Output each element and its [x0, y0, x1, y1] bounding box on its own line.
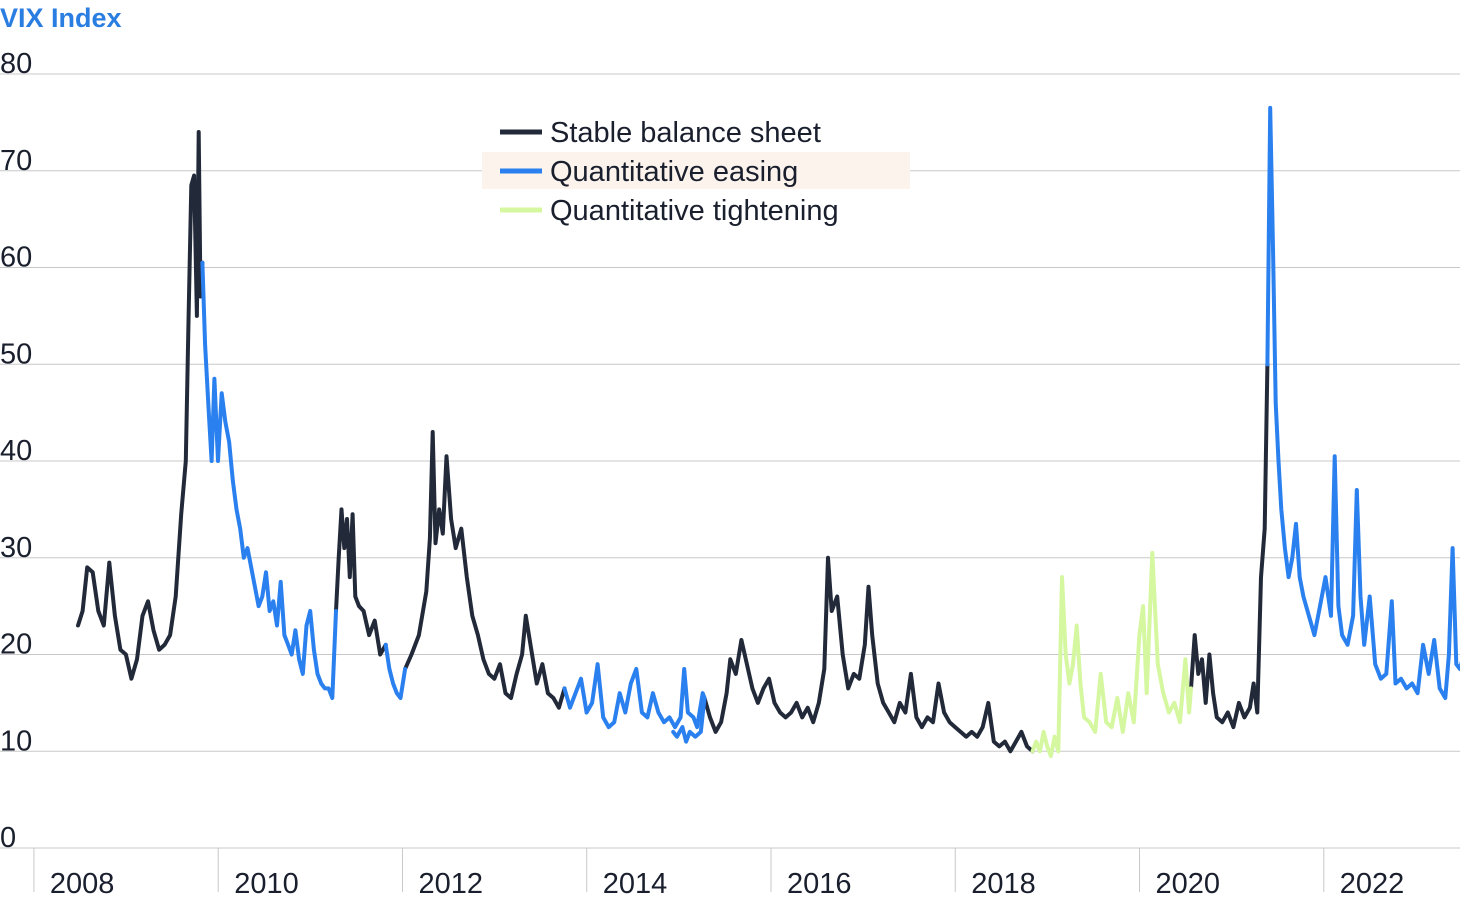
series-line-stable: [702, 555, 1035, 754]
y-tick-label: 20: [0, 629, 32, 661]
legend-highlight: [482, 152, 910, 189]
x-tick-label: 2012: [418, 868, 483, 900]
x-tick-label: 2022: [1340, 868, 1405, 900]
series-line-qe: [383, 642, 408, 700]
y-tick-label: 50: [0, 338, 32, 370]
series-line-qe: [1265, 105, 1460, 700]
legend: Stable balance sheet Quantitative easing Q…: [482, 117, 910, 227]
x-tick-label: 2016: [787, 868, 852, 900]
series-line-qt: [1030, 550, 1193, 759]
y-tick-label: 0: [0, 822, 16, 854]
series-line-stable: [1189, 362, 1270, 730]
series-line-stable: [334, 507, 388, 657]
y-tick-label: 30: [0, 532, 32, 564]
x-tick-label: 2010: [234, 868, 299, 900]
x-tick-label: 2018: [971, 868, 1036, 900]
x-axis: 2008 2010 2012 2014 2016 2018 2020 2022: [33, 848, 1405, 900]
series-line-qe: [562, 662, 707, 730]
y-tick-label: 40: [0, 435, 32, 467]
legend-label: Quantitative tightening: [550, 195, 839, 227]
x-tick-label: 2014: [603, 868, 668, 900]
y-axis-ticks: 0 10 20 30 40 50 60 70 80: [0, 48, 32, 854]
legend-label: Stable balance sheet: [550, 117, 821, 149]
y-tick-label: 10: [0, 725, 32, 757]
series-line-stable: [76, 130, 205, 681]
legend-label: Quantitative easing: [550, 156, 798, 188]
series-lines: [76, 105, 1460, 759]
y-tick-label: 60: [0, 242, 32, 274]
x-tick-label: 2008: [50, 868, 115, 900]
series-line-qe: [671, 696, 707, 744]
series-line-stable: [403, 430, 567, 710]
x-tick-label: 2020: [1156, 868, 1221, 900]
series-line-qe: [200, 260, 338, 700]
y-tick-label: 80: [0, 48, 32, 80]
chart-title: VIX Index: [0, 3, 122, 33]
y-tick-label: 70: [0, 145, 32, 177]
